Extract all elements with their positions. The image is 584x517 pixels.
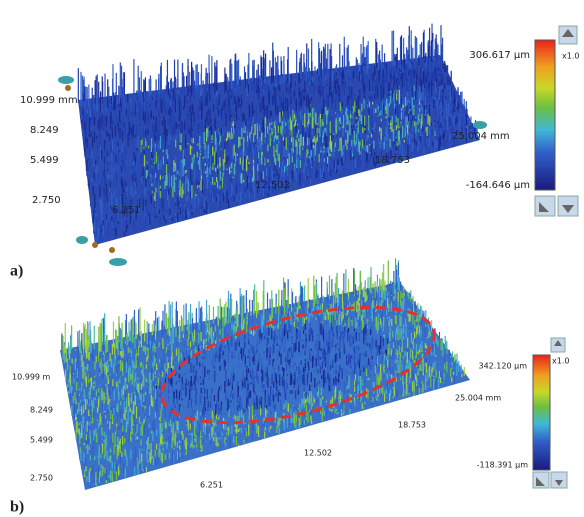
surface-texture: [61, 23, 478, 488]
